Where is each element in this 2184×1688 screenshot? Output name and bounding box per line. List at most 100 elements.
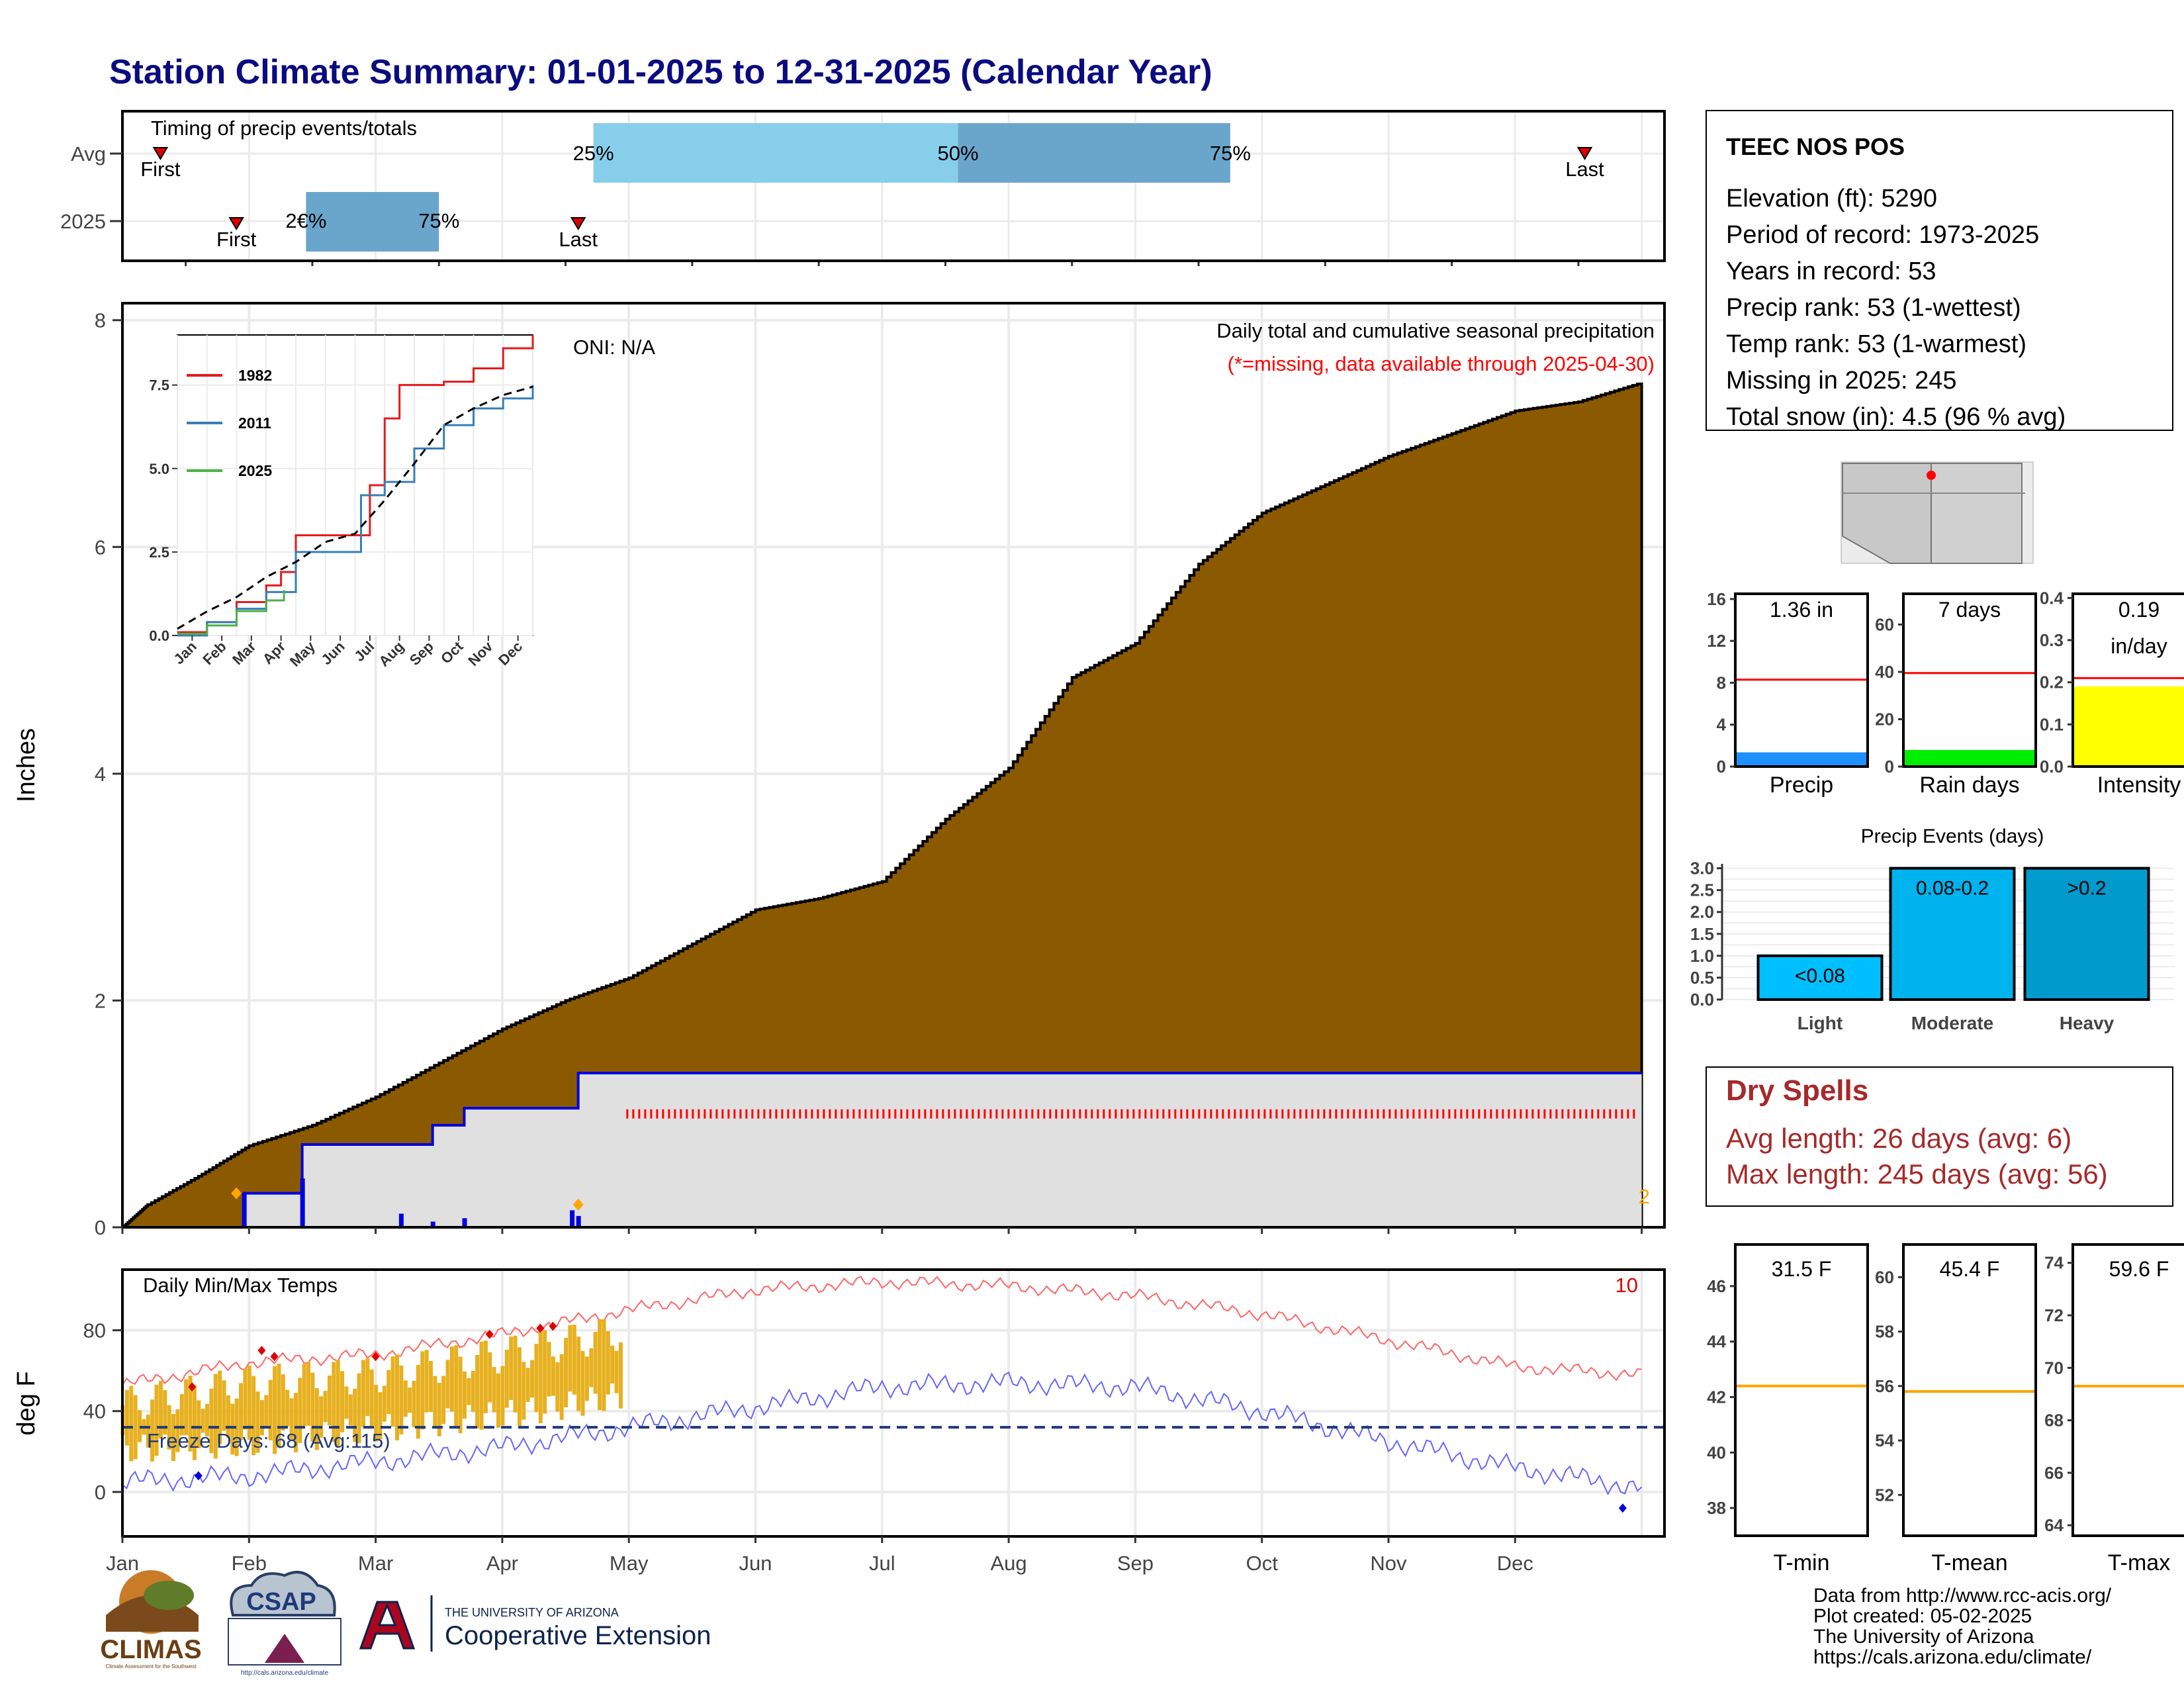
events-y-tick-label: 0.5 [1690,968,1714,988]
temp-box-t-min: 38 40 42 44 46 31.5 F T-min [1707,1243,1869,1575]
mini-y-tick-label: 0.4 [2040,588,2064,608]
temp-box-y-tick-label: 68 [2044,1411,2064,1430]
csap-logo: CSAP http://cals.arizona.edu/climate [228,1571,341,1677]
mini-value-label: 1.36 in [1770,598,1833,622]
station-frame [1706,110,2173,431]
inset-x-tick-label: Nov [465,637,496,669]
daily-temp-bar [361,1360,365,1427]
cumulative-2025-line [122,1072,1642,1229]
mini-x-label: Intensity [2097,773,2181,798]
daily-temp-bar [348,1394,353,1426]
daily-temp-bar [255,1391,260,1453]
avg-cumulative-precip-area [122,382,1643,1229]
daily-temp-range-bars [120,1319,623,1462]
station-snow: Total snow (in): 4.5 (96 % avg) [1726,403,2066,431]
event-bar-label: <0.08 [1795,965,1845,987]
daily-precip-bar [430,1221,435,1227]
daily-temp-bar [500,1366,505,1426]
inset-series [177,335,534,637]
month-tick-label: Aug [991,1552,1027,1575]
precip-events-chart: Precip Events (days) <0.08 Light 0.08-0.2 M… [1690,825,2174,1033]
daily-temp-bar [390,1356,395,1427]
daily-temp-bar [234,1398,239,1456]
event-bar-label: >0.2 [2067,878,2106,900]
missing-note: (*=missing, data available through 2025-… [1228,352,1655,375]
daily-temp-bar [293,1393,298,1452]
daily-temp-bar [416,1364,420,1439]
temp-box-frame [1902,1243,2037,1537]
daily-temp-bar [188,1376,193,1452]
mini-chart-precip: 0 4 8 12 16 1.36 in Precip [1707,589,1869,798]
record-high-marker [270,1352,279,1362]
inset-avg-line [177,385,533,630]
temp-box-label: T-max [2108,1550,2170,1575]
station-years: Years in record: 53 [1726,258,1936,285]
daily-temp-bar [357,1373,361,1444]
inset-x-tick-label: Oct [437,637,467,667]
inset-x-tick-label: Sep [406,638,437,669]
temp-y-tick-label: 80 [83,1319,106,1342]
temp-box-label: T-mean [1931,1550,2007,1575]
current-first-marker [228,217,244,230]
ua-logo: THE UNIVERSITY OF ARIZONA Cooperative Ex… [359,1595,711,1652]
record-high-marker [371,1352,380,1362]
daily-temp-bar [483,1340,488,1413]
month-tick-label: Apr [486,1552,518,1575]
mini-bar-charts: 0 4 8 12 16 1.36 in Precip 0 20 40 60 7 days Rain da… [1707,588,2184,798]
precip-y-tick-label: 4 [95,763,106,786]
daily-temp-bar [606,1331,610,1395]
temp-box-value: 59.6 F [2109,1257,2169,1281]
daily-precip-bar [398,1213,404,1227]
mini-y-tick-label: 12 [1707,631,1726,651]
temp-title: Daily Min/Max Temps [143,1274,338,1297]
inset-legend-label: 2011 [238,414,271,432]
daily-temp-bar [463,1371,467,1419]
inset-y-tick-label: 2.5 [149,544,169,561]
month-axis: Jan Feb Mar Apr May Jun Jul Aug Sep Oct Nov Dec [106,1536,1533,1575]
precip-y-axis: 0 2 4 6 8 [95,309,122,1239]
daily-temp-bar [230,1403,235,1455]
daily-temp-bar [133,1395,138,1460]
daily-temp-bar [593,1332,598,1394]
daily-temp-bar [209,1388,214,1454]
daily-temp-bar [314,1388,319,1450]
inset-line-1982 [177,335,534,633]
daily-temp-bar [449,1346,454,1412]
month-tick-label: Sep [1117,1552,1154,1575]
timing-row-avg-label: Avg [71,142,106,165]
temp-record-count: 10 [1615,1274,1638,1297]
station-name: TEEC NOS POS [1726,133,1905,160]
daily-temp-bar [538,1331,543,1423]
month-tick-label: May [610,1552,649,1575]
dry-spells-title: Dry Spells [1726,1074,1868,1107]
avg-q50-label: 50% [938,142,979,165]
temp-y-label: deg F [13,1371,40,1435]
daily-temp-bar [598,1319,602,1410]
daily-temp-bar [387,1370,391,1415]
precip-events-bars: <0.08 Light 0.08-0.2 Moderate >0.2 Heavy 0.0 0.… [1690,859,2174,1033]
mini-y-tick-label: 0.3 [2040,630,2064,650]
temp-box-frame [1734,1243,1869,1537]
station-location-marker [1927,471,1936,480]
daily-temp-bar [167,1405,171,1450]
daily-temp-bar [534,1344,539,1413]
inset-x-tick-label: Jul [351,638,377,665]
daily-temp-bar [336,1360,340,1447]
daily-temp-bar [192,1385,197,1460]
events-y-tick-label: 1.0 [1690,946,1714,966]
daily-temp-bar [517,1347,522,1427]
daily-temp-bar [479,1341,484,1430]
daily-temp-bar [158,1380,163,1439]
csap-url-text: http://cals.arizona.edu/climate [241,1669,329,1677]
daily-temp-bar [602,1319,606,1411]
daily-temp-bar [572,1325,576,1395]
daily-temp-bar [146,1415,150,1448]
daily-temp-bar [428,1361,433,1412]
inset-x-tick-label: Jun [318,638,347,668]
mini-x-label: Rain days [1919,773,2019,798]
month-tick-label: Dec [1497,1552,1533,1575]
current-q25-q50-label: 2€% [285,209,326,232]
current-last-marker [570,217,586,230]
inset-y-tick-label: 7.5 [149,377,169,394]
inset-legend-label: 1982 [238,367,272,384]
